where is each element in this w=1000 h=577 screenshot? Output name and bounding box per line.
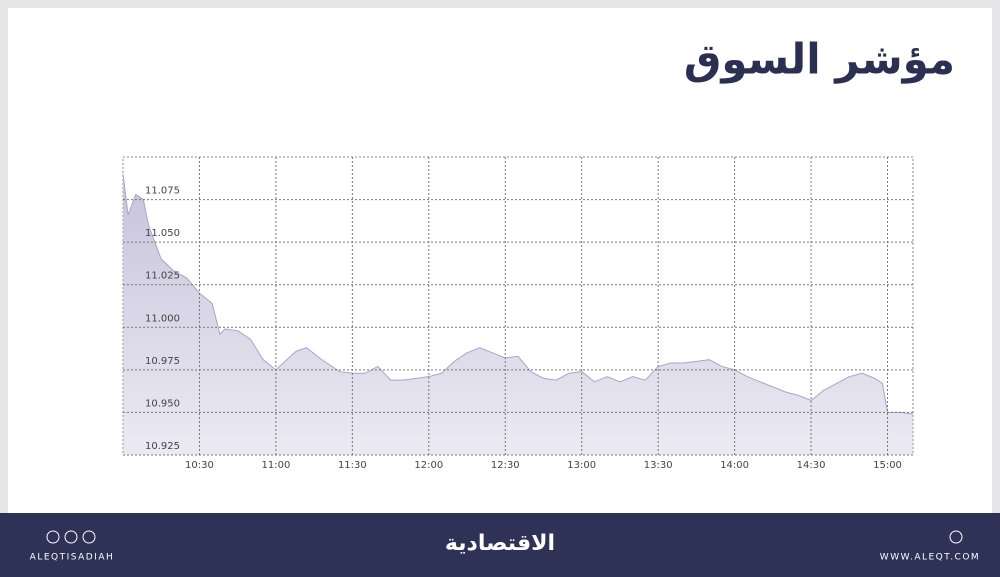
x-tick-label: 14:00 (720, 460, 749, 471)
area (123, 174, 913, 455)
y-tick-label: 10.975 (145, 356, 180, 367)
x-tick-label: 13:30 (644, 460, 673, 471)
y-tick-label: 11.075 (145, 186, 180, 197)
y-tick-label: 11.025 (145, 271, 180, 282)
logo: الاقتصادية (445, 531, 555, 556)
x-tick-label: 11:00 (261, 460, 290, 471)
x-tick-label: 10:30 (185, 460, 214, 471)
social-handle: ALEQTISADIAH (30, 553, 115, 563)
x-tick-label: 13:00 (567, 460, 596, 471)
x-tick-label: 12:30 (491, 460, 520, 471)
x-tick-label: 15:00 (873, 460, 902, 471)
footer (0, 513, 1000, 577)
y-tick-label: 11.000 (145, 313, 180, 324)
x-tick-label: 14:30 (797, 460, 826, 471)
x-tick-label: 11:30 (338, 460, 367, 471)
x-tick-label: 12:00 (414, 460, 443, 471)
y-tick-label: 11.050 (145, 228, 180, 239)
website: WWW.ALEQT.COM (880, 553, 980, 563)
y-tick-label: 10.925 (145, 441, 180, 452)
y-tick-label: 10.950 (145, 398, 180, 409)
social-icons (46, 530, 963, 544)
chart-title: مؤشر السوق (684, 35, 955, 85)
